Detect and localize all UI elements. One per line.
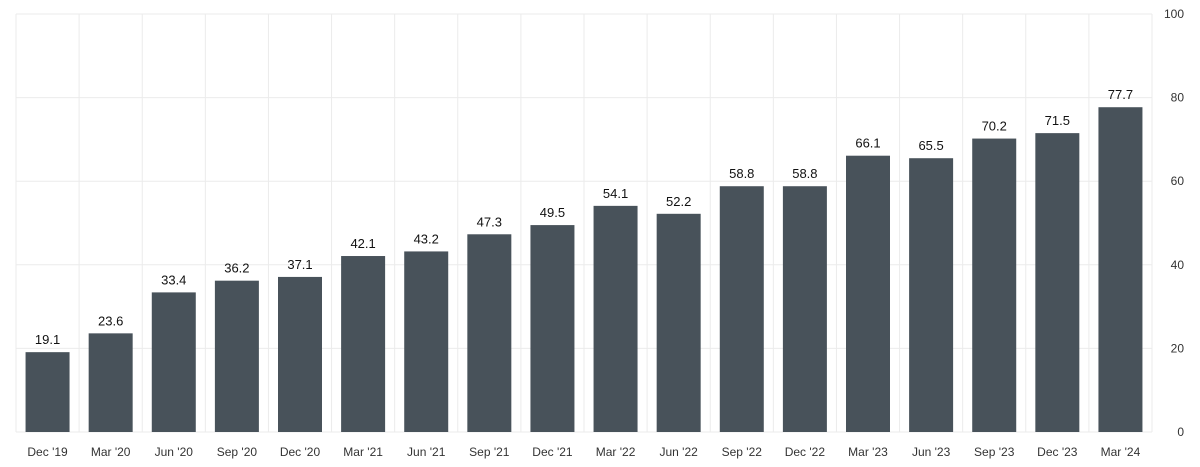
bars — [25, 107, 1143, 433]
bar — [846, 155, 890, 432]
bar — [909, 158, 954, 432]
y-tick-label: 80 — [1171, 91, 1185, 105]
bar — [214, 280, 259, 432]
bar — [88, 333, 133, 432]
x-tick-label: Sep '20 — [217, 445, 258, 459]
x-tick-label: Dec '19 — [27, 445, 68, 459]
bar-value-label: 36.2 — [224, 261, 249, 276]
bar-value-label: 19.1 — [35, 332, 60, 347]
bar — [25, 352, 70, 432]
bar-value-label: 54.1 — [603, 186, 628, 201]
x-tick-label: Sep '21 — [469, 445, 510, 459]
y-tick-label: 40 — [1171, 258, 1185, 272]
x-tick-label: Sep '23 — [974, 445, 1015, 459]
bar — [341, 256, 386, 432]
y-tick-label: 0 — [1177, 425, 1184, 439]
bar-value-label: 52.2 — [666, 194, 691, 209]
bar-value-label: 47.3 — [477, 214, 502, 229]
x-tick-label: Jun '21 — [407, 445, 446, 459]
y-tick-label: 60 — [1171, 174, 1185, 188]
data-labels: 19.1 23.6 33.4 36.2 37.1 42.1 43.2 47.3 49.5 54.1… — [35, 87, 1133, 347]
x-tick-label: Dec '23 — [1037, 445, 1078, 459]
x-tick-label: Sep '22 — [722, 445, 763, 459]
y-tick-label: 20 — [1171, 341, 1185, 355]
x-tick-label: Mar '23 — [848, 445, 888, 459]
bar — [1098, 107, 1143, 433]
y-axis-ticks: 0 20 40 60 80 100 — [1164, 7, 1184, 439]
bar-value-label: 58.8 — [792, 166, 817, 181]
x-tick-label: Mar '20 — [91, 445, 131, 459]
bar-value-label: 43.2 — [414, 231, 439, 246]
gridlines — [15, 13, 1153, 433]
y-tick-label: 100 — [1164, 7, 1184, 21]
bar — [467, 234, 512, 432]
bar — [719, 186, 764, 432]
bar-value-label: 66.1 — [855, 136, 880, 151]
bar-value-label: 33.4 — [161, 272, 186, 287]
bar — [151, 292, 196, 432]
bar-value-label: 49.5 — [540, 205, 565, 220]
bar-value-label: 70.2 — [982, 119, 1007, 134]
bar-value-label: 37.1 — [287, 257, 312, 272]
bar-value-label: 65.5 — [918, 138, 943, 153]
bar — [593, 205, 638, 432]
x-tick-label: Mar '24 — [1101, 445, 1141, 459]
x-tick-label: Dec '21 — [532, 445, 573, 459]
x-tick-label: Mar '21 — [343, 445, 383, 459]
bar — [782, 186, 827, 432]
bar-value-label: 42.1 — [350, 236, 375, 251]
x-tick-label: Jun '20 — [155, 445, 194, 459]
bar — [972, 138, 1017, 432]
x-tick-label: Jun '22 — [660, 445, 699, 459]
bar — [278, 276, 322, 432]
bar-value-label: 77.7 — [1108, 87, 1133, 102]
x-tick-label: Dec '22 — [785, 445, 826, 459]
bar-value-label: 71.5 — [1045, 113, 1070, 128]
bar — [404, 251, 449, 432]
x-tick-label: Jun '23 — [912, 445, 951, 459]
bar-value-label: 58.8 — [729, 166, 754, 181]
x-axis-ticks: Dec '19 Mar '20 Jun '20 Sep '20 Dec '20 Mar '… — [27, 445, 1140, 459]
bar — [530, 225, 575, 432]
bar — [656, 213, 701, 432]
bar — [1035, 133, 1080, 432]
bar-value-label: 23.6 — [98, 313, 123, 328]
x-tick-label: Dec '20 — [280, 445, 321, 459]
x-tick-label: Mar '22 — [596, 445, 636, 459]
